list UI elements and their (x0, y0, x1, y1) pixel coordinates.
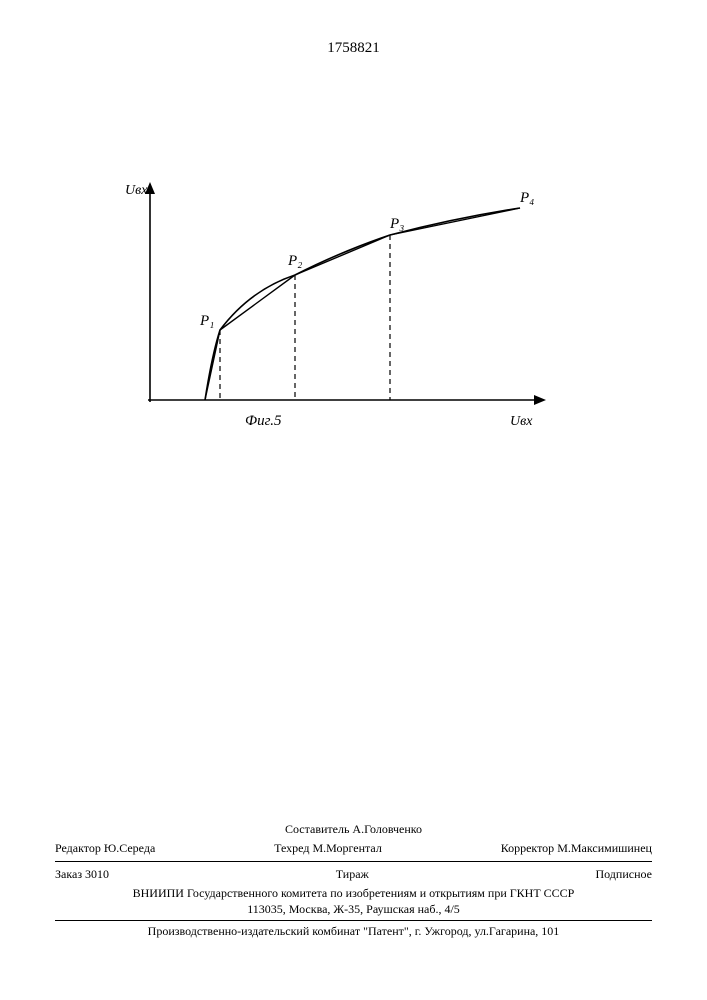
footer-divider-2 (55, 920, 652, 921)
footer-block: Составитель А.Головченко Редактор Ю.Сере… (55, 821, 652, 940)
y-axis-label: Uвх (125, 183, 148, 198)
org-line2: 113035, Москва, Ж-35, Раушская наб., 4/5 (55, 901, 652, 918)
tirage-cell: Тираж (336, 866, 369, 883)
point-p4-label: P₄ (519, 190, 534, 206)
point-p3-label: P₃ (389, 216, 404, 232)
point-p2-label: P₂ (287, 253, 302, 269)
org-line1: ВНИИПИ Государственного комитета по изоб… (55, 885, 652, 902)
footer-divider-1 (55, 861, 652, 862)
point-p1-label: P₁ (199, 313, 214, 329)
compiler-line: Составитель А.Головченко (285, 822, 422, 836)
figure-caption: Фиг.5 (245, 413, 282, 429)
editor-cell: Редактор Ю.Середа (55, 840, 155, 857)
x-axis-label: Uвх (510, 414, 533, 429)
order-cell: Заказ 3010 (55, 866, 109, 883)
corrector-cell: Корректор М.Максимишинец (501, 840, 652, 857)
chart-fig5: Uвх Uвх P₁ P₂ P₃ P₄ Фиг.5 (120, 180, 560, 460)
subscription-cell: Подписное (595, 866, 652, 883)
page-number: 1758821 (327, 40, 380, 57)
publisher-line: Производственно-издательский комбинат "П… (148, 924, 560, 938)
techred-cell: Техред М.Моргентал (274, 840, 382, 857)
